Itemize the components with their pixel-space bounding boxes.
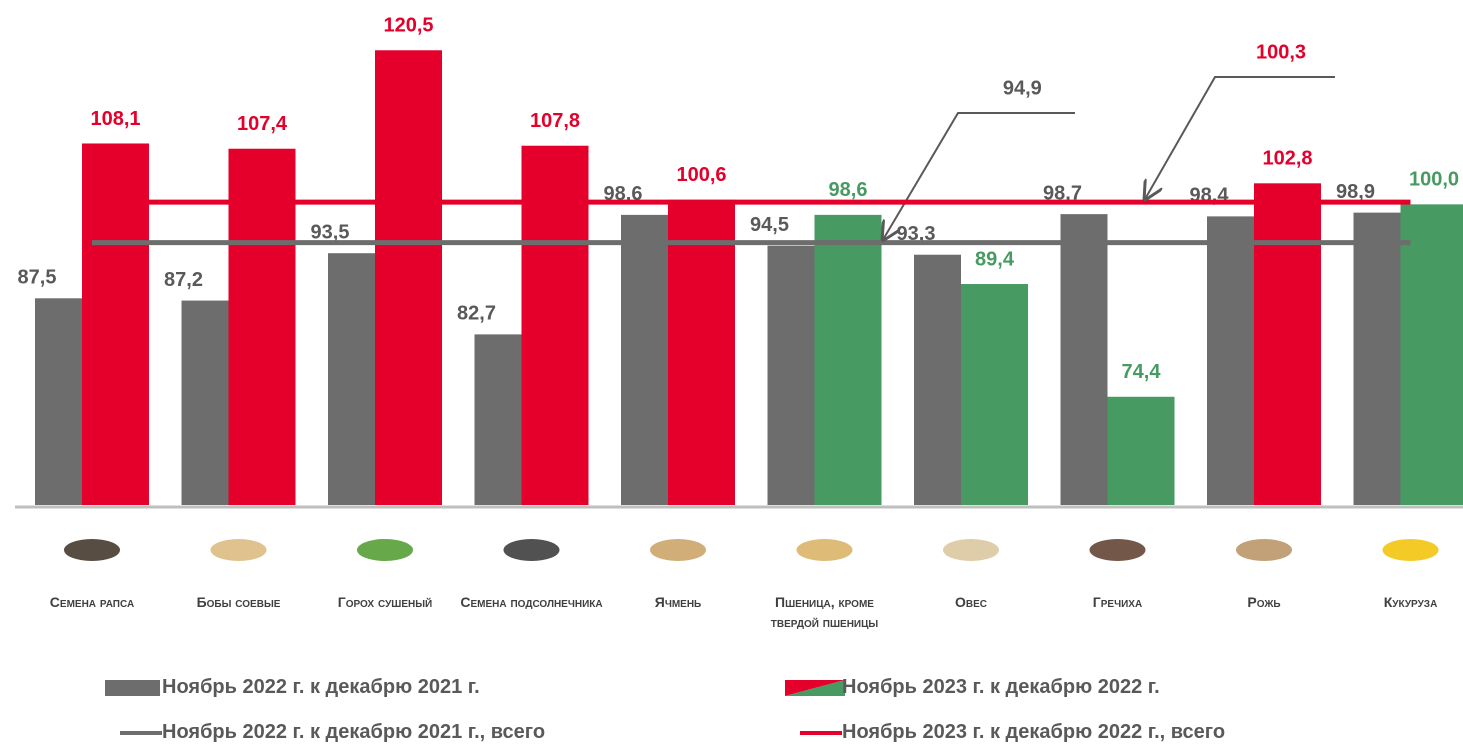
value-label: 98,6 <box>829 179 868 201</box>
bar <box>228 148 296 506</box>
legend-label: Ноябрь 2023 г. к декабрю 2022 г. <box>842 676 1160 698</box>
bar <box>521 145 589 505</box>
value-label: 93,3 <box>897 223 936 245</box>
value-label: 107,4 <box>237 113 288 135</box>
bar <box>914 254 961 505</box>
legend-swatch <box>105 680 160 696</box>
value-label: 89,4 <box>975 248 1015 270</box>
category-label: Пшеница, кроме твердой пшеницы <box>770 594 879 630</box>
value-label: 87,5 <box>18 267 57 289</box>
bar <box>375 50 442 505</box>
category-label: Гречиха <box>1092 594 1143 610</box>
legend-label: Ноябрь 2022 г. к декабрю 2021 г., всего <box>162 721 546 743</box>
category-icon <box>1382 539 1439 561</box>
bar <box>1400 204 1463 505</box>
category-label: Семена рапса <box>49 594 135 610</box>
category-label: Кукуруза <box>1383 594 1438 610</box>
category-label: Рожь <box>1247 594 1281 610</box>
legend-label: Ноябрь 2023 г. к декабрю 2022 г., всего <box>842 721 1226 743</box>
bar <box>961 284 1028 505</box>
callout-line <box>1145 76 1335 199</box>
bar <box>181 300 229 505</box>
value-label: 100,0 <box>1409 169 1459 191</box>
bar <box>814 214 882 505</box>
value-label: 102,8 <box>1262 148 1312 170</box>
value-label: 120,5 <box>383 15 433 37</box>
category-icon <box>357 539 413 561</box>
value-label: 108,1 <box>90 108 140 130</box>
category-icon <box>1089 539 1146 561</box>
legend-swatch <box>785 680 845 696</box>
category-icon <box>1236 539 1292 561</box>
bar <box>621 214 668 505</box>
category-icon <box>943 539 999 561</box>
legend-label: Ноябрь 2022 г. к декабрю 2021 г. <box>162 676 480 698</box>
bar <box>35 298 82 505</box>
bar <box>82 143 149 506</box>
value-label: 94,5 <box>750 214 789 236</box>
value-label: 93,5 <box>311 221 350 243</box>
value-label: 98,9 <box>1336 181 1375 203</box>
category-label: Бобы соевые <box>196 594 281 610</box>
category-icon <box>210 539 267 561</box>
value-label: 82,7 <box>457 303 496 325</box>
bar <box>328 253 375 505</box>
category-icon <box>503 539 560 561</box>
value-label: 87,2 <box>164 269 203 291</box>
reference-label: 100,3 <box>1256 41 1306 63</box>
bar <box>1254 183 1321 505</box>
callout-line <box>883 112 1075 240</box>
bar <box>767 245 815 505</box>
value-label: 107,8 <box>530 110 580 132</box>
category-label: Овес <box>954 594 987 610</box>
reference-label: 94,9 <box>1003 77 1042 99</box>
bar <box>668 199 735 505</box>
bar <box>1060 214 1108 506</box>
bar <box>1107 396 1175 505</box>
category-icon <box>64 539 120 561</box>
category-icon <box>796 539 853 561</box>
value-label: 98,7 <box>1043 182 1082 204</box>
bar <box>474 334 522 505</box>
bar <box>1207 216 1254 505</box>
category-label: Горох сушеный <box>337 594 433 610</box>
category-icon <box>650 539 706 561</box>
category-label: Семена подсолнечника <box>460 594 603 610</box>
category-label: Ячмень <box>654 594 702 610</box>
bar <box>1353 212 1401 506</box>
value-label: 100,6 <box>676 164 726 186</box>
value-label: 74,4 <box>1122 361 1162 383</box>
